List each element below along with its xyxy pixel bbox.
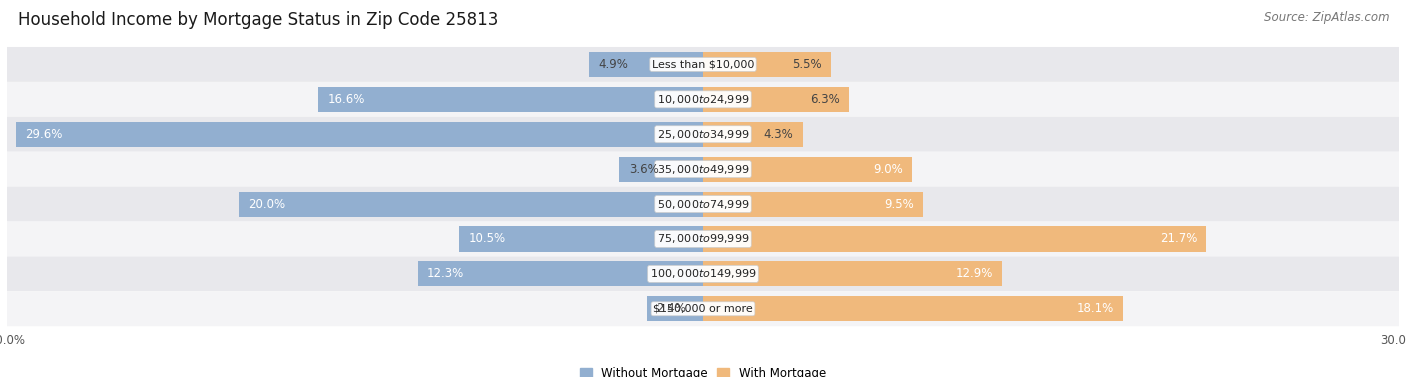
Text: $100,000 to $149,999: $100,000 to $149,999 bbox=[650, 267, 756, 280]
Bar bbox=[460, 227, 703, 251]
FancyBboxPatch shape bbox=[7, 222, 1399, 256]
Text: 10.5%: 10.5% bbox=[468, 233, 506, 245]
Text: 4.9%: 4.9% bbox=[599, 58, 628, 71]
Bar bbox=[620, 156, 703, 182]
Text: 9.0%: 9.0% bbox=[873, 162, 903, 176]
FancyBboxPatch shape bbox=[7, 82, 1399, 117]
Text: Source: ZipAtlas.com: Source: ZipAtlas.com bbox=[1264, 11, 1389, 24]
Text: 12.3%: 12.3% bbox=[427, 267, 464, 280]
Text: 3.6%: 3.6% bbox=[628, 162, 658, 176]
Text: 9.5%: 9.5% bbox=[884, 198, 914, 211]
Text: $35,000 to $49,999: $35,000 to $49,999 bbox=[657, 162, 749, 176]
Bar bbox=[703, 87, 849, 112]
Text: 29.6%: 29.6% bbox=[25, 128, 63, 141]
Text: $75,000 to $99,999: $75,000 to $99,999 bbox=[657, 233, 749, 245]
Text: Household Income by Mortgage Status in Zip Code 25813: Household Income by Mortgage Status in Z… bbox=[18, 11, 499, 29]
Text: Less than $10,000: Less than $10,000 bbox=[652, 60, 754, 69]
Text: $150,000 or more: $150,000 or more bbox=[654, 304, 752, 314]
Text: 21.7%: 21.7% bbox=[1160, 233, 1197, 245]
FancyBboxPatch shape bbox=[7, 117, 1399, 152]
Text: 20.0%: 20.0% bbox=[249, 198, 285, 211]
Bar bbox=[703, 122, 803, 147]
FancyBboxPatch shape bbox=[7, 152, 1399, 187]
Text: 6.3%: 6.3% bbox=[810, 93, 839, 106]
Bar bbox=[703, 227, 1206, 251]
Bar bbox=[239, 192, 703, 217]
Bar bbox=[647, 296, 703, 321]
Bar bbox=[418, 261, 703, 287]
Bar bbox=[703, 52, 831, 77]
FancyBboxPatch shape bbox=[7, 256, 1399, 291]
Text: $50,000 to $74,999: $50,000 to $74,999 bbox=[657, 198, 749, 211]
FancyBboxPatch shape bbox=[7, 47, 1399, 82]
Bar bbox=[703, 192, 924, 217]
Text: 4.3%: 4.3% bbox=[763, 128, 793, 141]
Text: 18.1%: 18.1% bbox=[1077, 302, 1114, 315]
Bar bbox=[703, 296, 1123, 321]
Bar bbox=[17, 122, 703, 147]
Text: 12.9%: 12.9% bbox=[956, 267, 993, 280]
FancyBboxPatch shape bbox=[7, 187, 1399, 222]
Text: 5.5%: 5.5% bbox=[792, 58, 821, 71]
Text: 2.4%: 2.4% bbox=[657, 302, 686, 315]
Bar bbox=[703, 261, 1002, 287]
Text: $10,000 to $24,999: $10,000 to $24,999 bbox=[657, 93, 749, 106]
Bar bbox=[703, 156, 912, 182]
FancyBboxPatch shape bbox=[7, 291, 1399, 326]
Text: 16.6%: 16.6% bbox=[328, 93, 364, 106]
Bar bbox=[318, 87, 703, 112]
Text: $25,000 to $34,999: $25,000 to $34,999 bbox=[657, 128, 749, 141]
Legend: Without Mortgage, With Mortgage: Without Mortgage, With Mortgage bbox=[575, 362, 831, 377]
Bar bbox=[589, 52, 703, 77]
